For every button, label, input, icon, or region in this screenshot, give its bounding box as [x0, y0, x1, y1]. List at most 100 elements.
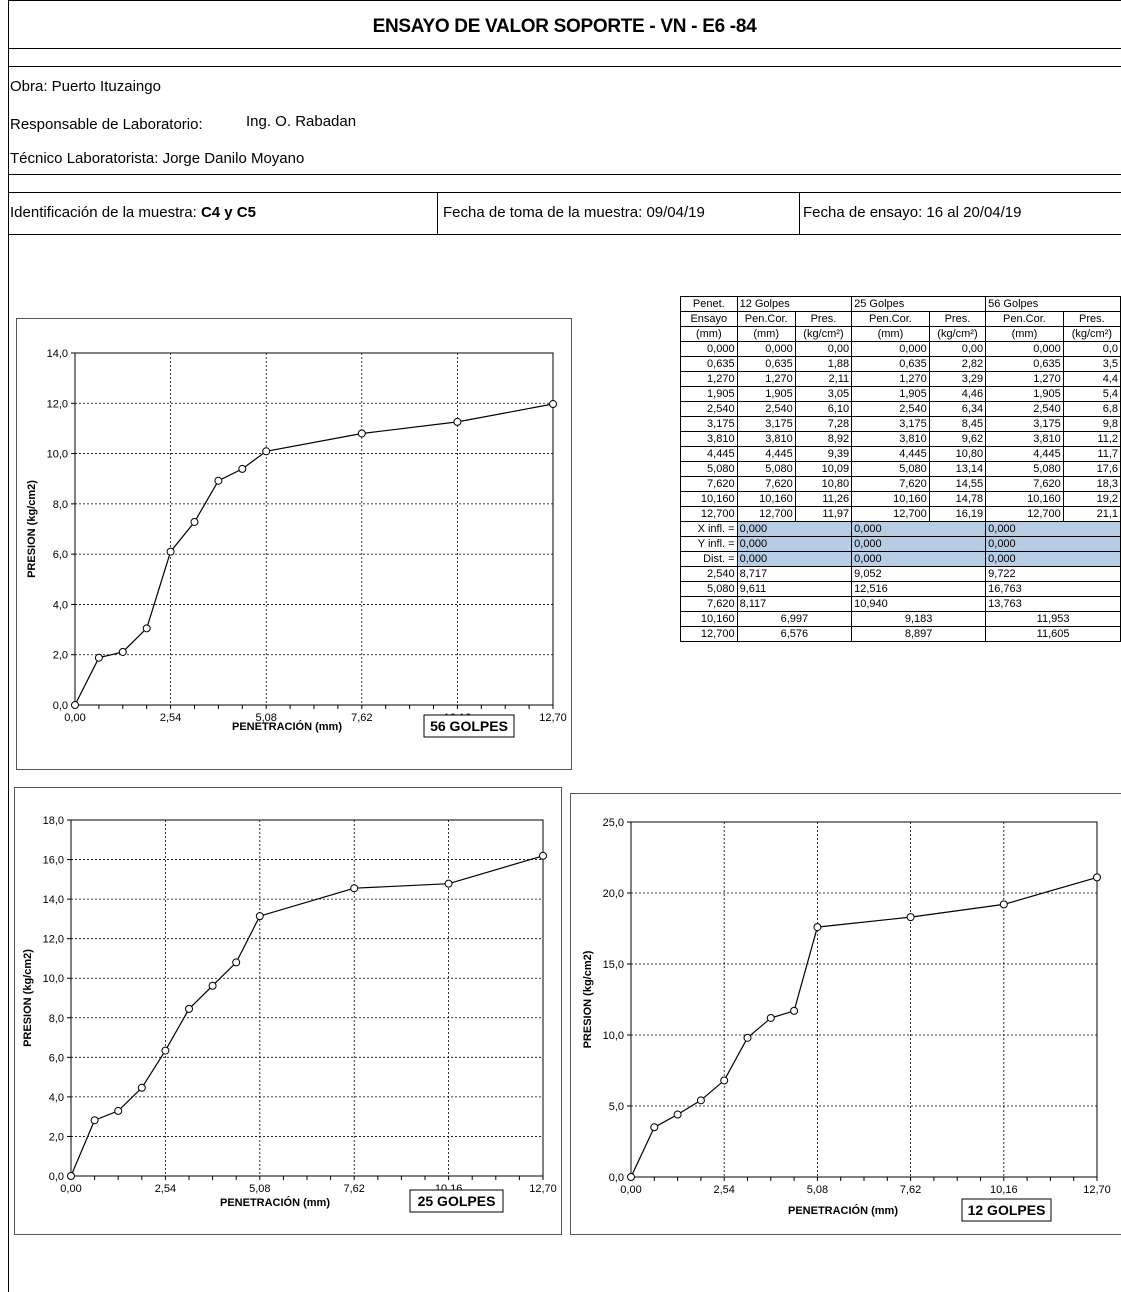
data-point [720, 1076, 729, 1085]
table-cell: 6,997 [736, 611, 853, 627]
table-row: 7,620 7,620 10,80 7,620 14,55 7,620 18,3 [680, 476, 1121, 492]
data-point [190, 517, 199, 526]
data-point [90, 1116, 99, 1125]
table-cell: 7,28 [794, 416, 853, 432]
table-cell: 3,810 [680, 431, 738, 447]
responsable-label: Responsable de Laboratorio: [10, 116, 203, 133]
x-tick-label: 7,62 [351, 712, 372, 724]
table-cell: 8,117 [736, 596, 853, 612]
table-row: Penet. 12 Golpes 25 Golpes 56 Golpes [680, 296, 1121, 312]
table-cell: 6,10 [794, 401, 853, 417]
divider [437, 192, 438, 234]
table-cell: 9,611 [736, 581, 853, 597]
table-cell: 19,2 [1062, 491, 1121, 507]
x-axis-label: PENETRACIÓN (mm) [220, 1196, 330, 1209]
x-tick-label: 5,08 [255, 712, 276, 724]
table-header-cell: (kg/cm²) [928, 326, 987, 342]
table-header-cell: Pres. [928, 311, 987, 327]
x-axis-label: PENETRACIÓN (mm) [788, 1204, 898, 1217]
y-tick-label: 8,0 [49, 1013, 64, 1025]
table-cell: 3,29 [928, 371, 987, 387]
x-tick-label: 12,70 [529, 1183, 557, 1195]
data-point [453, 417, 462, 426]
table-cell: 2,540 [680, 401, 738, 417]
x-tick-label: 0,00 [60, 1183, 81, 1195]
table-cell: 11,97 [794, 506, 853, 522]
table-cell: 12,700 [680, 506, 738, 522]
table-cell: 5,080 [680, 581, 738, 597]
table-cell: 2,82 [928, 356, 987, 372]
table-cell: 9,722 [985, 566, 1121, 582]
table-row: (mm) (mm) (kg/cm²) (mm) (kg/cm²) (mm) (kg/cm²) [680, 326, 1121, 342]
table-cell: 0,000 [851, 341, 930, 357]
data-point [238, 464, 247, 473]
data-point [444, 879, 453, 888]
table-cell: 3,05 [794, 386, 853, 402]
table-cell: 13,14 [928, 461, 987, 477]
table-cell: 8,92 [794, 431, 853, 447]
table-cell: 4,445 [680, 446, 738, 462]
data-point [1093, 873, 1101, 882]
table-cell: 7,620 [985, 476, 1064, 492]
data-point [673, 1110, 682, 1119]
y-tick-label: 12,0 [47, 398, 68, 410]
y-axis-label: PRESION (kg/cm2) [582, 950, 594, 1048]
table-cell: 0,635 [851, 356, 930, 372]
table-cell: 3,810 [985, 431, 1064, 447]
table-label-cell: Y infl. = [680, 536, 738, 552]
x-tick-label: 0,00 [64, 712, 85, 724]
table-cell: 5,080 [680, 461, 738, 477]
rule [8, 192, 1121, 193]
table-cell: 0,000 [851, 551, 987, 567]
y-tick-label: 12,0 [43, 934, 64, 946]
table-row: 5,080 9,611 12,516 16,763 [680, 581, 1121, 597]
data-point [161, 1046, 170, 1055]
y-tick-label: 2,0 [53, 650, 68, 662]
table-header-cell: Ensayo [680, 311, 738, 327]
table-cell: 9,39 [794, 446, 853, 462]
table-label-cell: Dist. = [680, 551, 738, 567]
data-point [539, 851, 547, 860]
table-cell: 3,5 [1062, 356, 1121, 372]
table-cell: 11,7 [1062, 446, 1121, 462]
table-header-cell: (mm) [985, 326, 1064, 342]
table-cell: 2,540 [851, 401, 930, 417]
table-cell: 14,55 [928, 476, 987, 492]
y-tick-label: 8,0 [53, 499, 68, 511]
table-cell: 16,19 [928, 506, 987, 522]
table-cell: 1,270 [736, 371, 796, 387]
table-cell: 10,160 [851, 491, 930, 507]
y-axis-label: PRESION (kg/cm2) [26, 480, 38, 578]
y-tick-label: 16,0 [43, 855, 64, 867]
table-row: Ensayo Pen.Cor. Pres. Pen.Cor. Pres. Pen.Cor.… [680, 311, 1121, 327]
data-point [208, 981, 217, 990]
identificacion-label: Identificación de la muestra: C4 y C5 [10, 204, 256, 221]
y-tick-label: 18,0 [43, 815, 64, 827]
table-row: 10,160 6,997 9,183 11,953 [680, 611, 1121, 627]
table-header-cell: (kg/cm²) [1062, 326, 1121, 342]
table-cell: 4,445 [736, 446, 796, 462]
results-table-body: Penet. 12 Golpes 25 Golpes 56 Golpes Ensayo P… [680, 296, 1121, 642]
table-cell: 2,540 [985, 401, 1064, 417]
table-cell: 9,62 [928, 431, 987, 447]
golpes-label: 56 GOLPES [430, 718, 508, 734]
table-cell: 3,175 [680, 416, 738, 432]
table-header-cell: Pen.Cor. [985, 311, 1064, 327]
table-cell: 0,00 [928, 341, 987, 357]
chart-56-svg: 0,0 2,0 4,0 6,0 8,0 10,0 12,0 14,0 0,00 2,54 5,08 7… [26, 348, 567, 738]
table-cell: 0,000 [985, 536, 1121, 552]
table-row: X infl. = 0,000 0,000 0,000 [680, 521, 1121, 537]
y-tick-label: 2,0 [49, 1131, 64, 1143]
golpes-box [423, 714, 515, 738]
chart-12-svg: 0,0 5,0 10,0 15,0 20,0 25,0 0,00 2,54 5,08 7,62 10… [582, 817, 1111, 1222]
data-point [696, 1096, 705, 1105]
series-line [630, 876, 1098, 1178]
table-cell: 12,516 [851, 581, 987, 597]
table-cell: 1,905 [985, 386, 1064, 402]
table-row: 0,000 0,000 0,00 0,000 0,00 0,000 0,0 [680, 341, 1121, 357]
data-point [166, 547, 175, 556]
table-row: 2,540 2,540 6,10 2,540 6,34 2,540 6,8 [680, 401, 1121, 417]
table-cell: 10,160 [736, 491, 796, 507]
table-header-cell: (mm) [851, 326, 930, 342]
data-point [232, 958, 241, 967]
